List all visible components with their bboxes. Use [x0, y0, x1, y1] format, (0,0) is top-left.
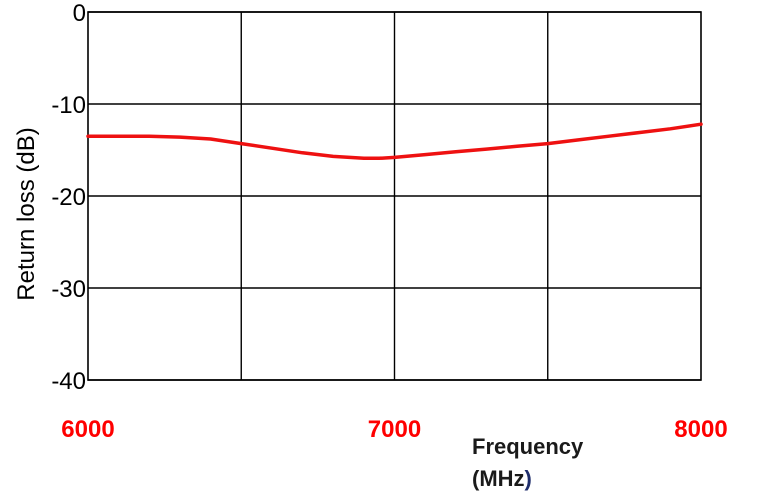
- y-tick-labels: 0 -10 -20 -30 -40: [51, 0, 86, 395]
- series-line: [86, 122, 703, 161]
- y-tick-label: -40: [51, 368, 86, 395]
- y-tick-label: -20: [51, 184, 86, 211]
- x-axis-unit: (MHz): [472, 466, 532, 491]
- plot-frame: [87, 11, 702, 381]
- x-axis-unit-open: (MHz: [472, 466, 525, 491]
- x-axis-unit-close: ): [525, 466, 532, 491]
- y-axis-label: Return loss (dB): [13, 127, 40, 300]
- y-tick-label: 0: [73, 0, 86, 27]
- x-tick-labels: 6000 7000 8000: [61, 416, 727, 443]
- x-tick-label: 7000: [368, 416, 421, 443]
- grid-lines: [88, 11, 701, 381]
- y-tick-label: -10: [51, 92, 86, 119]
- x-axis-label: Frequency: [472, 434, 584, 459]
- series-layer: [86, 122, 703, 161]
- y-tick-label: -30: [51, 276, 86, 303]
- x-tick-label: 6000: [61, 416, 114, 443]
- x-tick-label: 8000: [674, 416, 727, 443]
